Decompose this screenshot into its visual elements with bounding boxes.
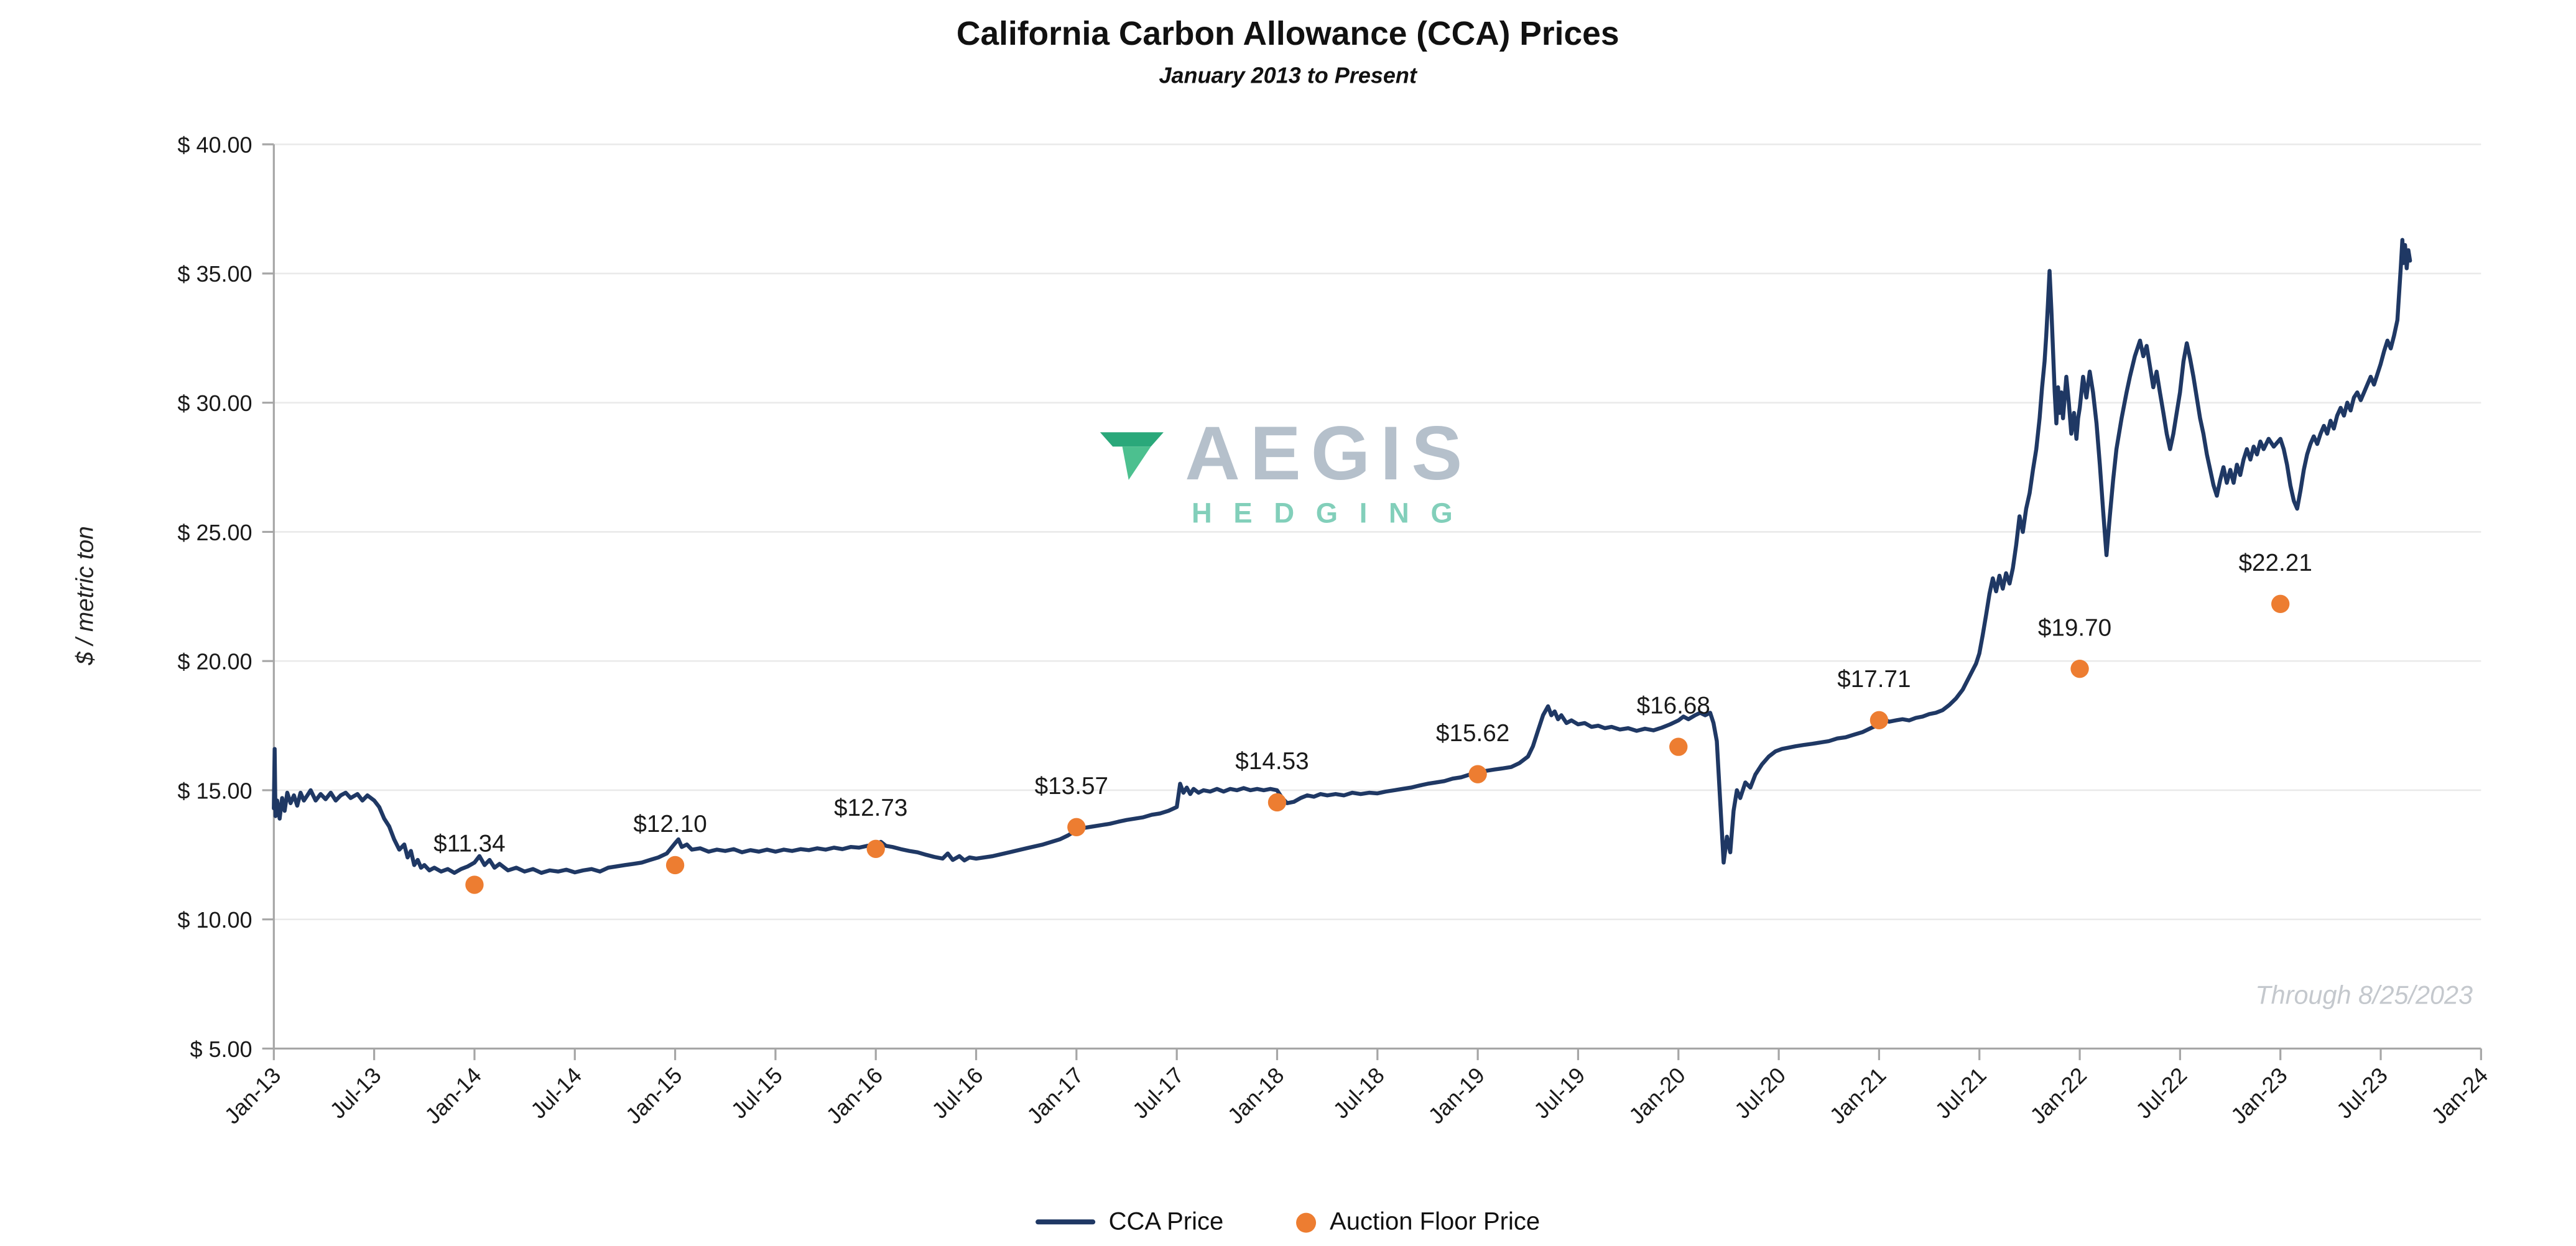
y-tick-label: $ 40.00 — [178, 132, 253, 157]
x-tick-label: Jan-23 — [2226, 1062, 2292, 1128]
legend-label-auction: Auction Floor Price — [1330, 1207, 1541, 1236]
legend-item-auction-floor: Auction Floor Price — [1296, 1207, 1541, 1236]
x-tick-label: Jul-16 — [927, 1062, 988, 1123]
x-tick-label: Jan-16 — [822, 1062, 888, 1128]
legend: CCA Price Auction Floor Price — [0, 1208, 2575, 1236]
auction-floor-price-label: $19.70 — [2038, 614, 2111, 641]
y-tick-label: $ 20.00 — [178, 649, 253, 675]
x-tick-label: Jan-22 — [2025, 1062, 2092, 1128]
y-tick-label: $ 15.00 — [178, 778, 253, 803]
x-tick-label: Jan-21 — [1825, 1062, 1891, 1128]
through-date-note: Through 8/25/2023 — [2255, 982, 2473, 1011]
auction-floor-dot — [2070, 659, 2090, 678]
auction-floor-price-label: $13.57 — [1035, 773, 1108, 800]
auction-floor-price-label: $14.53 — [1236, 748, 1309, 775]
x-tick-label: Jul-14 — [526, 1062, 586, 1123]
watermark-sub-text: HEDGING — [1192, 497, 1475, 530]
x-tick-label: Jul-20 — [1730, 1062, 1791, 1123]
x-tick-label: Jan-18 — [1223, 1062, 1289, 1128]
aegis-logo-icon — [1100, 432, 1164, 480]
auction-floor-price-label: $12.73 — [834, 795, 907, 821]
auction-floor-dot — [465, 875, 484, 894]
page-subtitle: January 2013 to Present — [1159, 63, 1417, 88]
y-tick-label: $ 35.00 — [178, 261, 253, 287]
x-tick-label: Jul-19 — [1529, 1062, 1590, 1123]
auction-floor-dot — [866, 839, 886, 858]
watermark-brand-text: AEGIS — [1185, 410, 1473, 496]
x-tick-label: Jan-24 — [2427, 1062, 2493, 1128]
auction-floor-dot — [1669, 737, 1688, 756]
auction-floor-dot — [1870, 711, 1889, 730]
auction-floor-dot — [2271, 594, 2290, 614]
y-tick-label: $ 5.00 — [190, 1036, 253, 1062]
y-tick-label: $ 30.00 — [178, 390, 253, 416]
auction-floor-dot — [1468, 765, 1488, 783]
aegis-logo-leg — [1122, 446, 1151, 480]
auction-floor-price-label: $15.62 — [1436, 720, 1509, 747]
x-tick-label: Jul-22 — [2131, 1062, 2192, 1123]
auction-floor-price-label: $17.71 — [1838, 666, 1911, 693]
auction-floor-dot — [1268, 793, 1287, 812]
aegis-watermark: AEGIS HEDGING — [1095, 415, 1474, 531]
y-tick-label: $ 25.00 — [178, 520, 253, 545]
x-tick-label: Jan-15 — [621, 1062, 687, 1128]
x-tick-label: Jan-19 — [1424, 1062, 1490, 1128]
auction-floor-price-label: $12.10 — [634, 811, 707, 838]
x-tick-label: Jan-13 — [220, 1062, 286, 1128]
auction-floor-price-label: $11.34 — [433, 831, 505, 857]
x-tick-label: Jul-13 — [325, 1062, 386, 1123]
legend-label-cca: CCA Price — [1108, 1207, 1224, 1236]
aegis-logo-bar — [1100, 432, 1164, 447]
x-tick-label: Jan-17 — [1022, 1062, 1088, 1128]
x-tick-label: Jul-21 — [1930, 1062, 1991, 1123]
x-tick-label: Jul-17 — [1128, 1062, 1188, 1123]
x-tick-label: Jul-18 — [1328, 1062, 1389, 1123]
cca-line-swatch-icon — [1035, 1219, 1096, 1225]
auction-floor-dot — [1067, 818, 1086, 837]
auction-floor-dot — [666, 856, 685, 875]
auction-floor-price-label: $16.68 — [1637, 693, 1710, 719]
x-tick-label: Jan-14 — [420, 1062, 486, 1128]
cca-price-line — [272, 238, 2412, 875]
x-tick-label: Jul-15 — [726, 1062, 787, 1123]
y-tick-label: $ 10.00 — [178, 907, 253, 933]
auction-floor-price-label: $22.21 — [2239, 550, 2312, 576]
auction-dot-swatch-icon — [1296, 1212, 1317, 1232]
x-tick-label: Jan-20 — [1624, 1062, 1690, 1128]
x-tick-label: Jul-23 — [2332, 1062, 2393, 1123]
page-title: California Carbon Allowance (CCA) Prices — [957, 16, 1619, 53]
legend-item-cca-price: CCA Price — [1035, 1207, 1224, 1236]
